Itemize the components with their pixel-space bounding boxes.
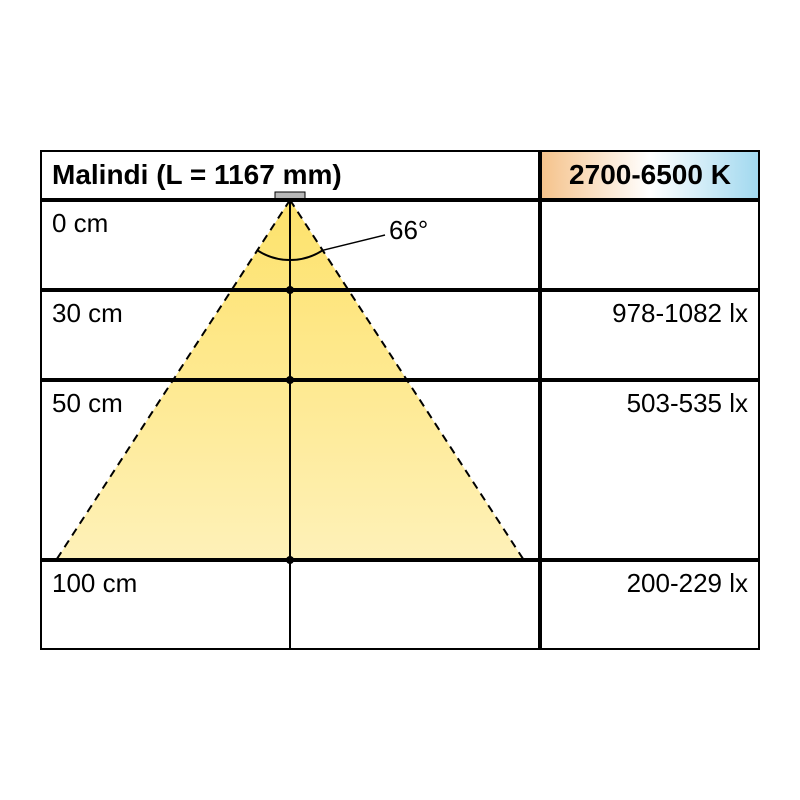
distance-cell-2: 50 cm xyxy=(40,380,540,560)
distance-label-0: 0 cm xyxy=(52,208,108,239)
lux-cell-1: 978-1082 lx xyxy=(540,290,760,380)
title-cell: Malindi (L = 1167 mm) xyxy=(40,150,540,200)
color-temp-text: 2700-6500 K xyxy=(569,159,731,191)
lux-value-1: 978-1082 lx xyxy=(612,298,748,329)
distance-cell-3: 100 cm xyxy=(40,560,540,650)
distance-cell-1: 30 cm xyxy=(40,290,540,380)
lux-cell-0 xyxy=(540,200,760,290)
distance-label-1: 30 cm xyxy=(52,298,123,329)
title-text: Malindi (L = 1167 mm) xyxy=(52,159,342,191)
beam-angle-label: 66° xyxy=(389,215,428,246)
lux-value-3: 200-229 lx xyxy=(627,568,748,599)
beam-angle-text: 66° xyxy=(389,215,428,245)
distance-label-2: 50 cm xyxy=(52,388,123,419)
distance-cell-0: 0 cm xyxy=(40,200,540,290)
lux-value-2: 503-535 lx xyxy=(627,388,748,419)
distance-label-3: 100 cm xyxy=(52,568,137,599)
lux-cell-2: 503-535 lx xyxy=(540,380,760,560)
color-temp-cell: 2700-6500 K xyxy=(540,150,760,200)
lux-cell-3: 200-229 lx xyxy=(540,560,760,650)
light-distribution-diagram: Malindi (L = 1167 mm) 2700-6500 K 0 cm 3… xyxy=(40,150,760,650)
